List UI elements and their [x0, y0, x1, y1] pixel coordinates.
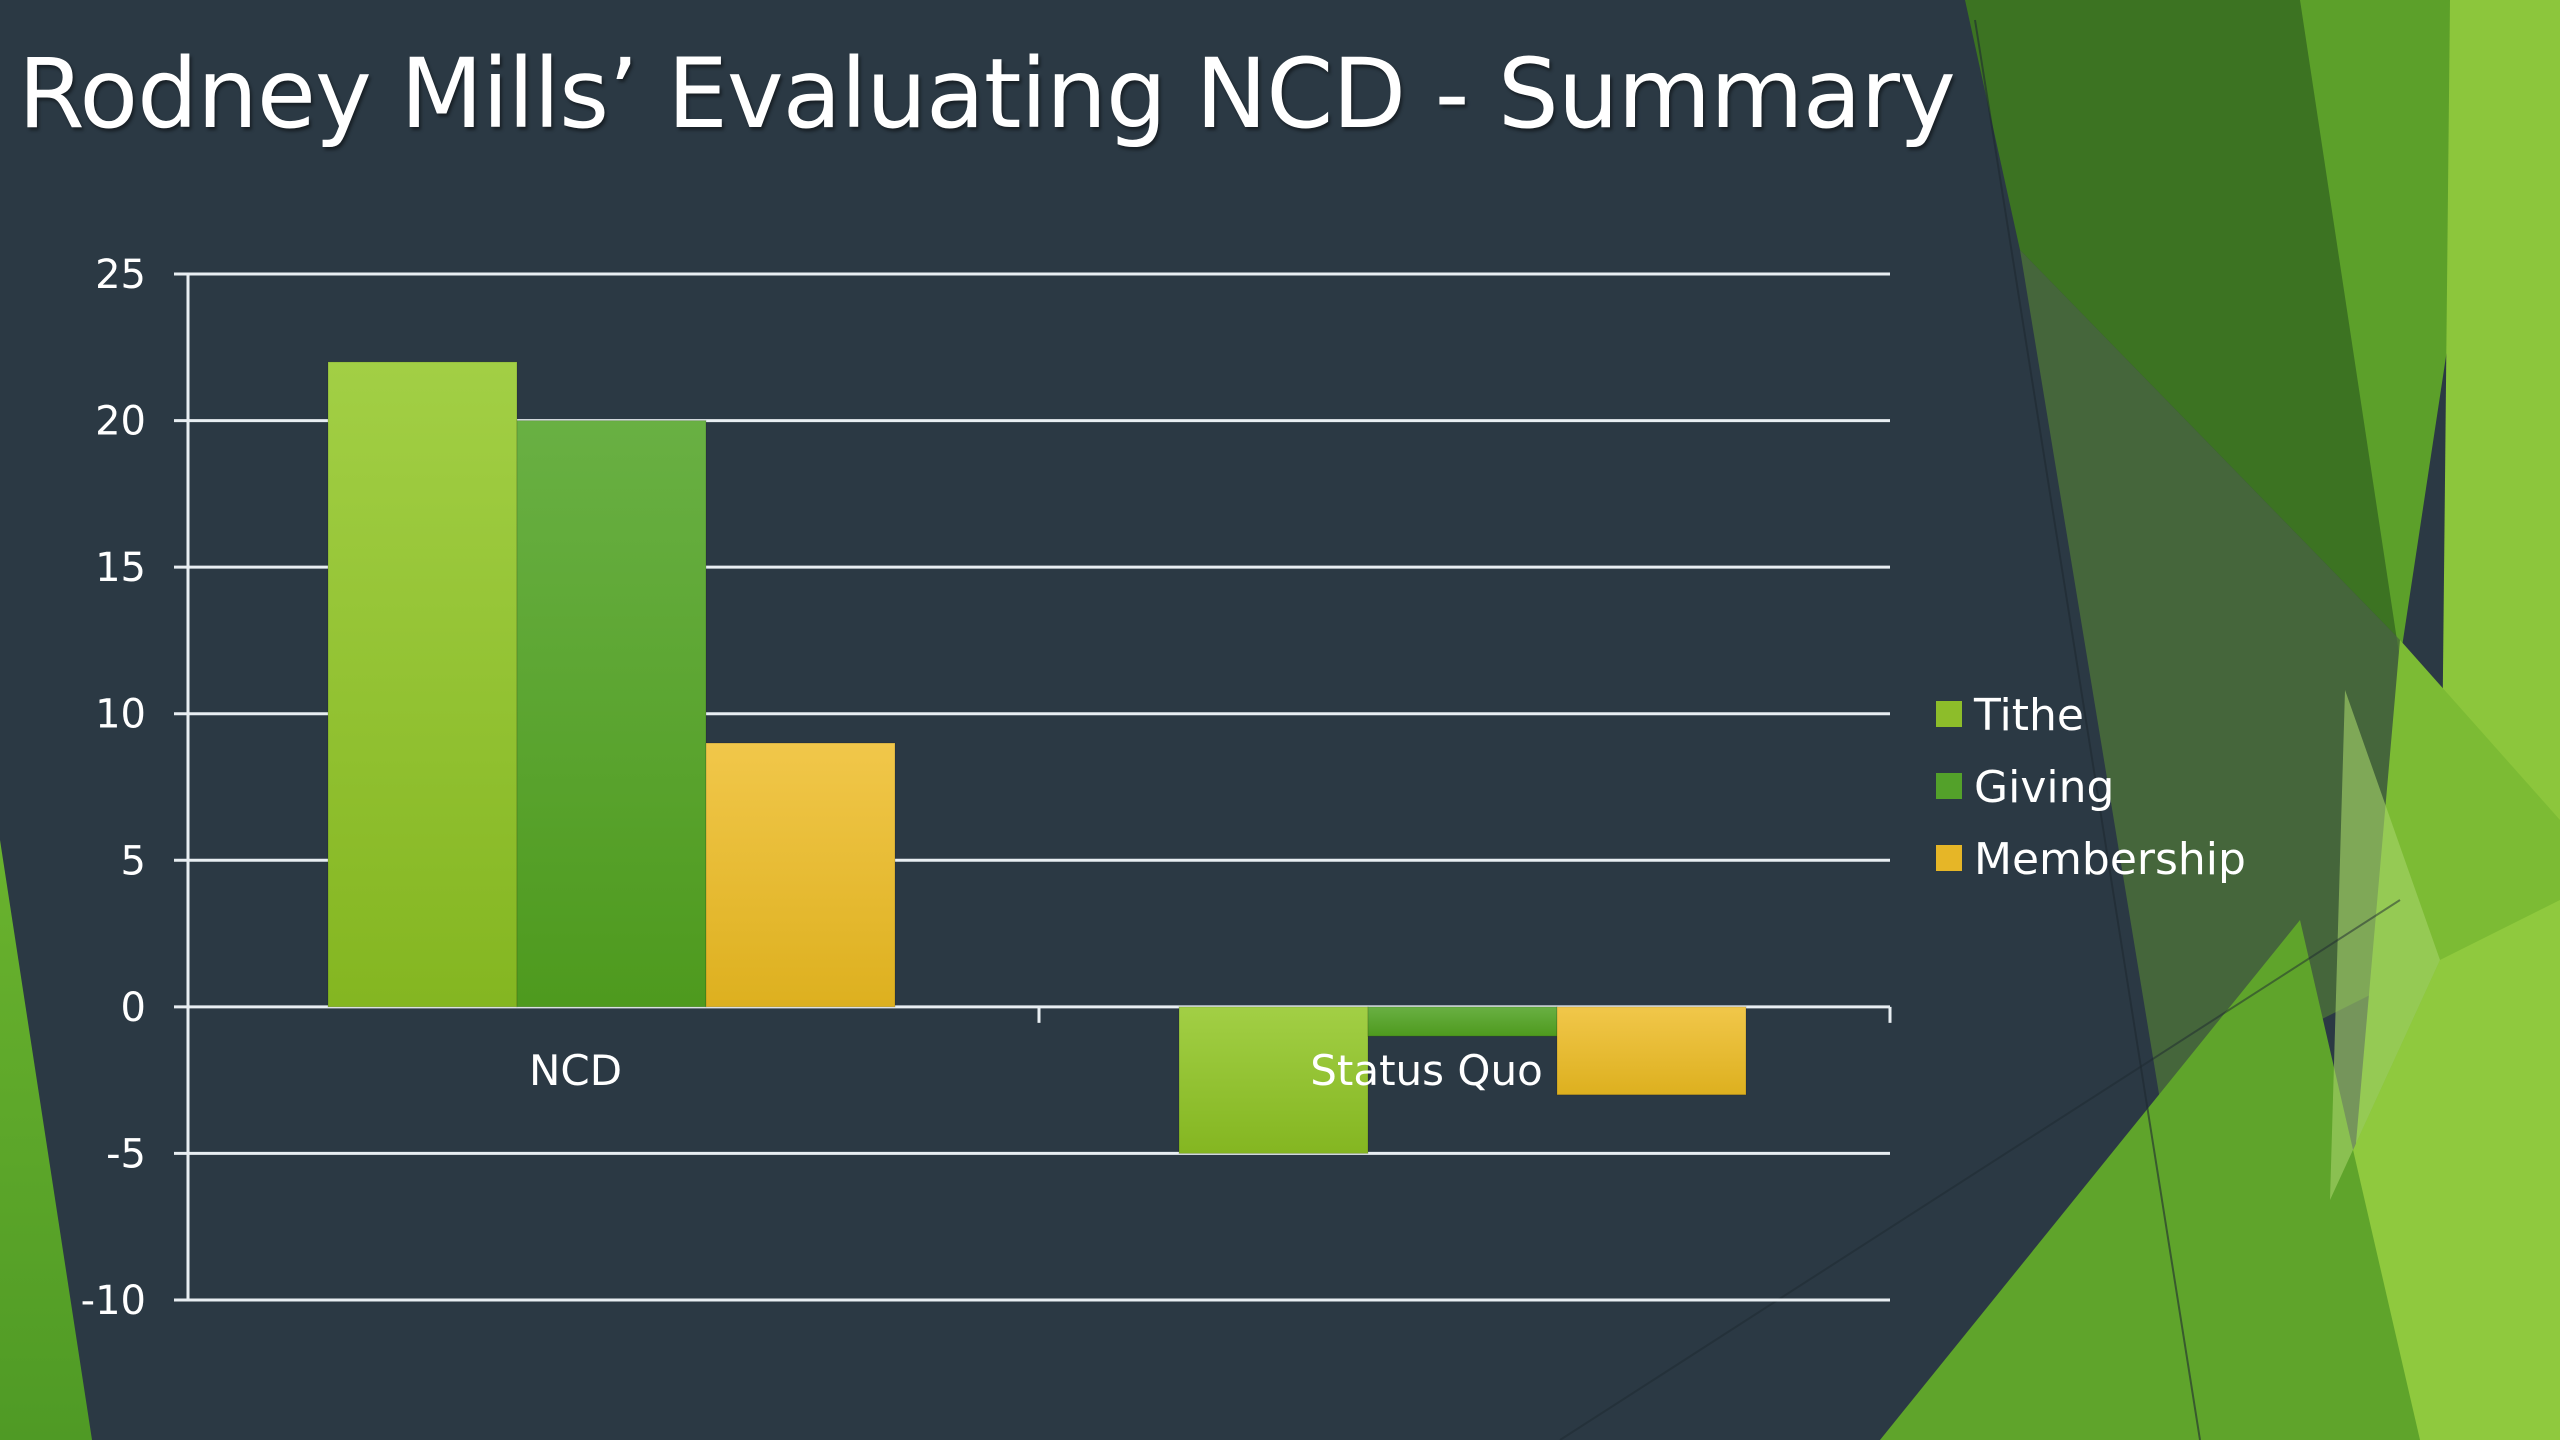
bar-membership-status-quo [1556, 1006, 1747, 1096]
axes [186, 274, 1892, 1300]
x-category-label: Status Quo [1310, 1046, 1543, 1095]
legend-label-membership: Membership [1974, 834, 2246, 885]
left-green-shape [0, 840, 92, 1440]
right-olive-shape [2020, 250, 2440, 1100]
x-category-label: NCD [529, 1046, 622, 1095]
legend-swatch-membership [1936, 845, 1962, 871]
right-pale-facet-shape [2330, 690, 2440, 1200]
decorative-line [1974, 19, 2201, 1440]
legend: Tithe Giving Membership [1936, 690, 2246, 885]
bar-giving-status-quo [1367, 1006, 1558, 1037]
legend-label-tithe: Tithe [1973, 690, 2084, 741]
legend-swatch-giving [1936, 773, 1962, 799]
bar-tithe-ncd [327, 361, 518, 1008]
y-tick-label: 0 [121, 985, 146, 1031]
bar-membership-ncd [705, 742, 896, 1008]
y-tick-label: -10 [81, 1278, 146, 1324]
y-tick-label: 10 [95, 692, 146, 738]
y-tick-label: 5 [121, 838, 146, 884]
y-tick-label: 20 [95, 399, 146, 445]
legend-label-giving: Giving [1974, 762, 2114, 813]
bar-tithe-status-quo [1178, 1006, 1369, 1154]
right-dark-green-shape [1965, 0, 2400, 640]
slide-title: Rodney Mills’ Evaluating NCD - Summary [18, 38, 1956, 150]
bars [327, 361, 1747, 1154]
y-tick-label: 15 [95, 545, 146, 591]
y-tick-label: 25 [95, 252, 146, 298]
axis-labels: 25 20 15 10 5 0 -5 -10 NCD Status Quo [81, 252, 1543, 1324]
y-tick-label: -5 [106, 1131, 146, 1177]
right-bottom-green-shape [1880, 920, 2420, 1440]
bar-giving-ncd [516, 420, 707, 1008]
legend-swatch-tithe [1936, 701, 1962, 727]
decorative-line [1559, 899, 2401, 1440]
